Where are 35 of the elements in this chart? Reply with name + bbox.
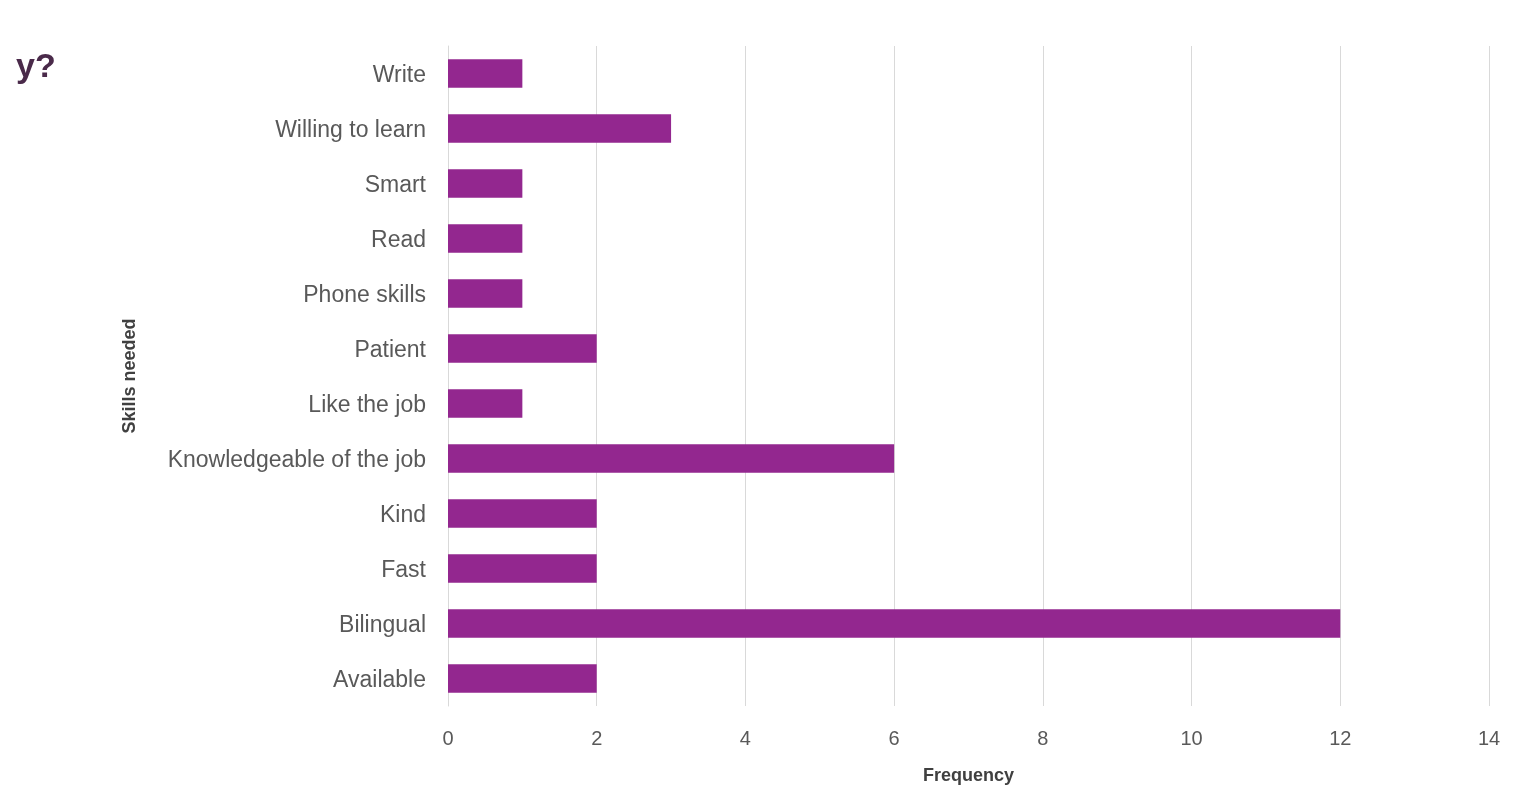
x-tick-label: 12 xyxy=(1329,727,1352,749)
y-tick-label: Fast xyxy=(381,555,427,582)
bar xyxy=(448,389,523,418)
x-tick-label: 14 xyxy=(1477,727,1501,749)
y-tick-label: Kind xyxy=(379,500,426,527)
y-tick-label: Write xyxy=(372,60,426,87)
bar xyxy=(448,444,895,473)
y-tick-label: Smart xyxy=(364,170,427,197)
x-tick-label: 2 xyxy=(591,727,603,749)
bar xyxy=(448,609,1341,638)
x-tick-label: 6 xyxy=(888,727,900,749)
x-axis-title: Frequency xyxy=(922,765,1015,785)
y-tick-label: Read xyxy=(371,225,426,252)
bar xyxy=(448,169,523,198)
text: y? xyxy=(16,46,56,84)
bar xyxy=(448,114,672,143)
x-tick-label: 8 xyxy=(1037,727,1049,749)
bar xyxy=(448,224,523,253)
bar xyxy=(448,664,597,693)
bar xyxy=(448,279,523,308)
bar xyxy=(448,334,597,363)
y-tick-label: Like the job xyxy=(308,390,426,417)
x-tick-label: 0 xyxy=(442,727,454,749)
x-tick-label: 10 xyxy=(1180,727,1203,749)
y-tick-label: Willing to learn xyxy=(275,115,426,142)
y-tick-label: Available xyxy=(333,665,426,692)
x-tick-label: 4 xyxy=(739,727,751,749)
bar xyxy=(448,499,597,528)
y-tick-label: Knowledgeable of the job xyxy=(167,445,426,472)
y-tick-label: Patient xyxy=(354,335,427,362)
y-tick-label: Bilingual xyxy=(339,610,426,637)
bar xyxy=(448,59,523,88)
y-axis-title: Skills needed xyxy=(119,318,139,434)
bar xyxy=(448,554,597,583)
y-tick-label: Phone skills xyxy=(303,280,426,307)
